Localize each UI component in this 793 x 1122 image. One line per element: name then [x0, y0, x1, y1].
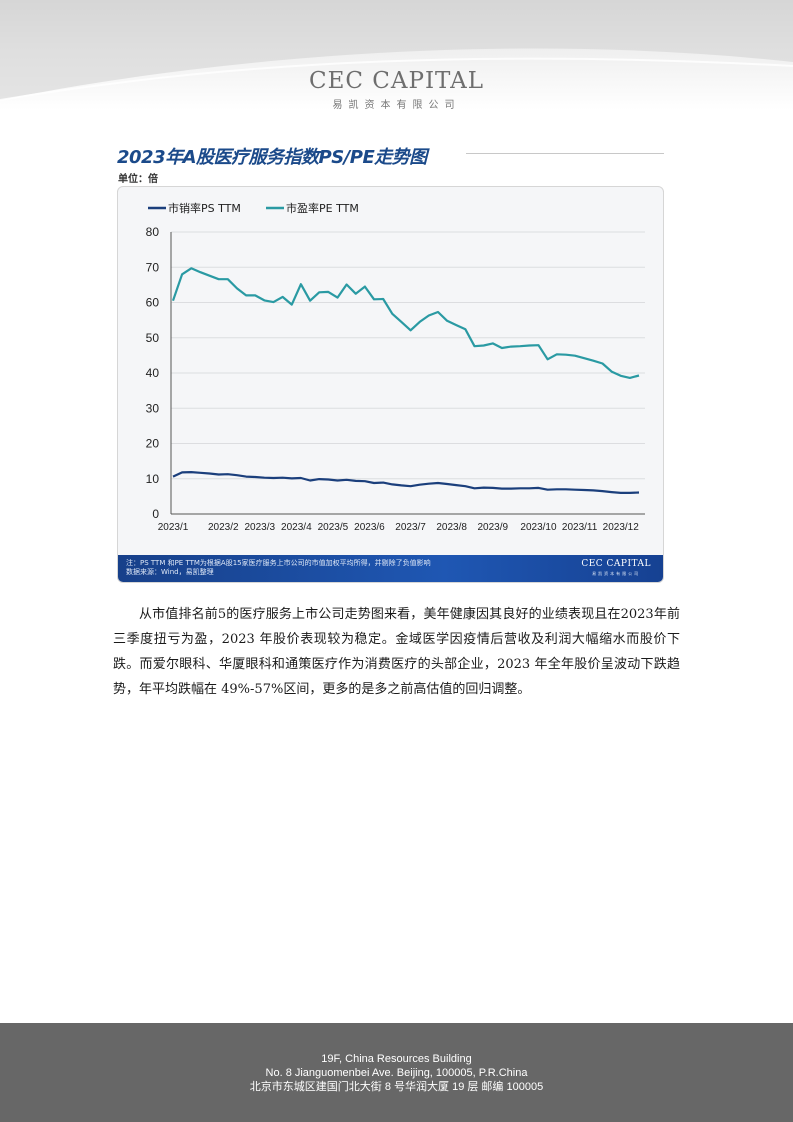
legend-label: 市销率PS TTM: [168, 201, 241, 215]
x-tick-label: 2023/1: [158, 522, 189, 533]
header-swoosh: [0, 0, 793, 101]
x-tick-label: 2023/11: [562, 522, 598, 533]
header-band: [0, 0, 793, 110]
x-tick-label: 2023/4: [281, 522, 312, 533]
note-logo: CEC CAPITAL 易凯资本有限公司: [581, 560, 651, 578]
note-logo-text: CEC CAPITAL: [581, 559, 651, 569]
chart-note: 注：PS TTM 和PE TTM为根据A股15家医疗服务上市公司的市值加权平均所…: [126, 559, 431, 567]
company-logo-cn: 易凯资本有限公司: [332, 100, 461, 111]
chart-title: 2023年A股医疗服务指数PS/PE走势图: [117, 147, 427, 168]
y-tick-label: 30: [146, 401, 160, 415]
y-tick-label: 50: [146, 331, 160, 345]
chart-card: 0 10 20 30 40 50 60 70 80 2023/1 2023/2 2023/3 2023/…: [117, 186, 664, 583]
footer-address-line2: No. 8 Jianguomenbei Ave. Beijing, 100005…: [265, 1067, 528, 1079]
body-text: 从市值排名前5的医疗服务上市公司走势图来看，美年健康因其良好的业绩表现且在202…: [113, 602, 680, 702]
chart-note-bar: 注：PS TTM 和PE TTM为根据A股15家医疗服务上市公司的市值加权平均所…: [118, 555, 663, 582]
chart-source: 数据来源：Wind，易凯整理: [126, 568, 214, 576]
body-paragraph: 从市值排名前5的医疗服务上市公司走势图来看，美年健康因其良好的业绩表现且在202…: [113, 607, 680, 697]
y-tick-label: 0: [152, 507, 159, 521]
y-tick-label: 40: [146, 366, 160, 380]
company-logo: CEC CAPITAL: [308, 68, 485, 94]
unit-label: 单位：倍: [118, 174, 158, 185]
x-tick-label: 2023/9: [478, 522, 509, 533]
x-tick-label: 2023/3: [245, 522, 276, 533]
title-divider: [466, 153, 664, 154]
x-tick-label: 2023/7: [395, 522, 426, 533]
x-tick-label: 2023/10: [520, 522, 557, 533]
x-tick-label: 2023/6: [354, 522, 385, 533]
legend-label: 市盈率PE TTM: [286, 201, 359, 215]
x-tick-label: 2023/5: [318, 522, 349, 533]
y-tick-label: 60: [146, 296, 160, 310]
line-chart: 0 10 20 30 40 50 60 70 80 2023/1 2023/2 2023/3 2023/…: [146, 201, 645, 533]
series-line-ps: [172, 471, 640, 494]
series-line-pe: [171, 267, 640, 379]
x-tick-label: 2023/8: [436, 522, 467, 533]
footer: 19F, China Resources Building No. 8 Jian…: [0, 1023, 793, 1122]
y-tick-label: 10: [146, 472, 160, 486]
y-tick-label: 20: [146, 437, 160, 451]
y-tick-label: 70: [146, 260, 160, 274]
footer-address-line3: 北京市东城区建国门北大街 8 号华润大厦 19 层 邮编 100005: [249, 1081, 544, 1093]
note-logo-cn: 易凯资本有限公司: [592, 571, 641, 576]
y-tick-label: 80: [146, 225, 160, 239]
footer-address-line1: 19F, China Resources Building: [321, 1053, 472, 1065]
x-tick-label: 2023/12: [603, 522, 640, 533]
x-tick-label: 2023/2: [208, 522, 239, 533]
